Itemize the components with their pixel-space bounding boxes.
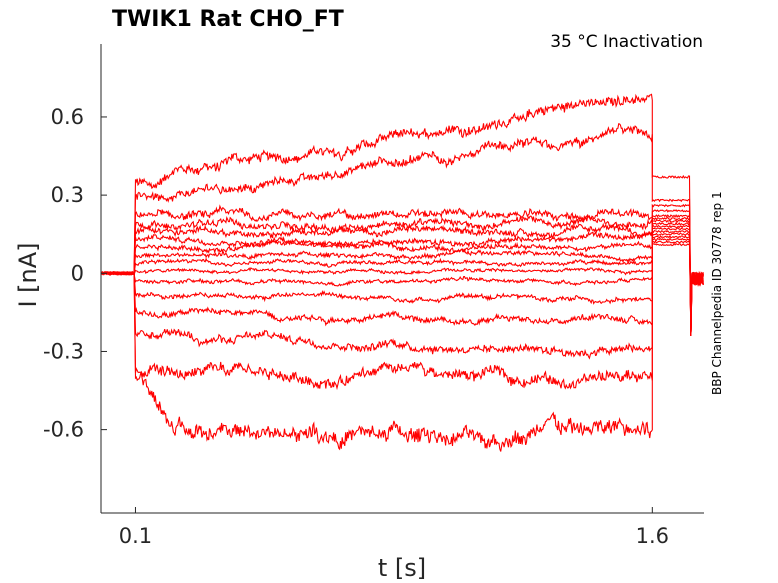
chart-title: TWIK1 Rat CHO_FT [112,7,344,32]
y-axis-label: I [nA] [14,242,42,307]
series-line-12 [100,231,704,336]
series-line-6 [100,216,704,336]
series-line-7 [100,219,704,336]
series-line-3 [100,203,704,336]
side-label: BBP Channelpedia ID 30778 rep 1 [710,191,724,395]
series-line-10 [101,227,704,336]
x-tick-label: 0.1 [119,524,152,548]
x-axis-label: t [s] [378,554,426,582]
series-line-13 [100,234,704,336]
series-line-9 [100,224,704,336]
x-tick-label: 1.6 [636,524,669,548]
series-line-5 [100,213,704,336]
series-line-15 [100,240,704,391]
axes: 0.6 0.3 0 -0.3 -0.6 0.1 1.6 [43,44,704,548]
plot-lines [100,93,704,452]
series-line-4 [100,209,704,336]
series-line-11 [100,228,704,336]
y-tick-label: 0 [71,261,84,285]
chart-subtitle: 35 °C Inactivation [550,32,703,52]
y-tick-label: 0.6 [51,105,84,129]
series-line-1 [100,93,704,336]
y-tick-label: -0.6 [43,418,84,442]
series-line-8 [100,221,704,336]
series-line-2 [100,123,704,336]
y-tick-label: 0.3 [51,183,84,207]
series-line-16 [100,242,704,452]
series-line-14 [100,237,704,360]
y-tick-label: -0.3 [43,339,84,363]
